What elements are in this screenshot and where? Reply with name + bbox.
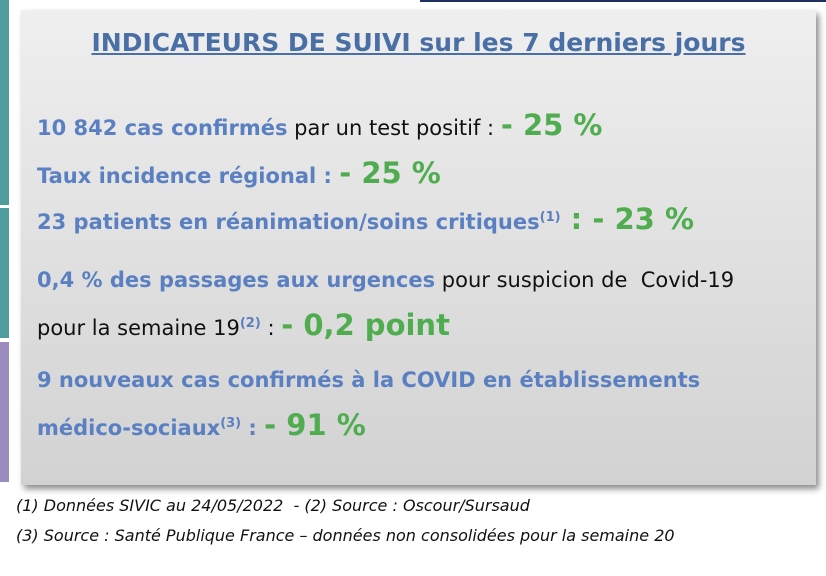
note-ref: (1)	[539, 210, 561, 225]
side-strip	[0, 0, 9, 205]
highlight: médico-sociaux	[37, 416, 221, 440]
indicator: 10 842 cas confirmés par un test positif…	[37, 108, 602, 142]
title: INDICATEURS DE SUIVI sur les 7 derniers …	[91, 28, 746, 57]
highlight: 23 patients en réanimation/soins critiqu…	[37, 210, 540, 234]
panel	[21, 10, 816, 485]
note-ref: (2)	[239, 316, 261, 331]
footnote: (3) Source : Santé Publique France – don…	[16, 526, 675, 545]
indicator: 23 patients en réanimation/soins critiqu…	[37, 202, 694, 236]
indicator: 9 nouveaux cas confirmés à la COVID en é…	[37, 368, 700, 392]
highlight: 0,4 % des passages aux urgences	[37, 268, 436, 292]
indicator: 0,4 % des passages aux urgences pour sus…	[37, 268, 734, 292]
top-rule	[420, 0, 826, 2]
note-ref: (3)	[220, 416, 242, 431]
change: - 23 %	[592, 202, 695, 236]
highlight: 10 842 cas confirmés	[37, 116, 288, 140]
side-strip	[0, 342, 9, 482]
highlight: Taux incidence régional :	[37, 164, 340, 188]
change: - 91 %	[264, 408, 366, 442]
highlight: 9 nouveaux cas confirmés à la COVID en é…	[37, 368, 701, 392]
separator: :	[260, 316, 282, 340]
indicator: médico-sociaux(3) : - 91 %	[37, 408, 366, 442]
change: - 0,2 point	[281, 308, 450, 342]
text: pour la semaine 19	[37, 316, 240, 340]
change: - 25 %	[339, 156, 441, 190]
side-strip	[0, 208, 9, 338]
indicator: Taux incidence régional : - 25 %	[37, 156, 441, 190]
separator: :	[241, 416, 265, 440]
text: pour suspicion de Covid-19	[435, 268, 735, 292]
text: par un test positif :	[287, 116, 501, 140]
separator: :	[560, 202, 593, 236]
footnote: (1) Données SIVIC au 24/05/2022 - (2) So…	[16, 496, 530, 515]
indicator: pour la semaine 19(2) : - 0,2 point	[37, 308, 450, 342]
change: - 25 %	[500, 108, 603, 142]
